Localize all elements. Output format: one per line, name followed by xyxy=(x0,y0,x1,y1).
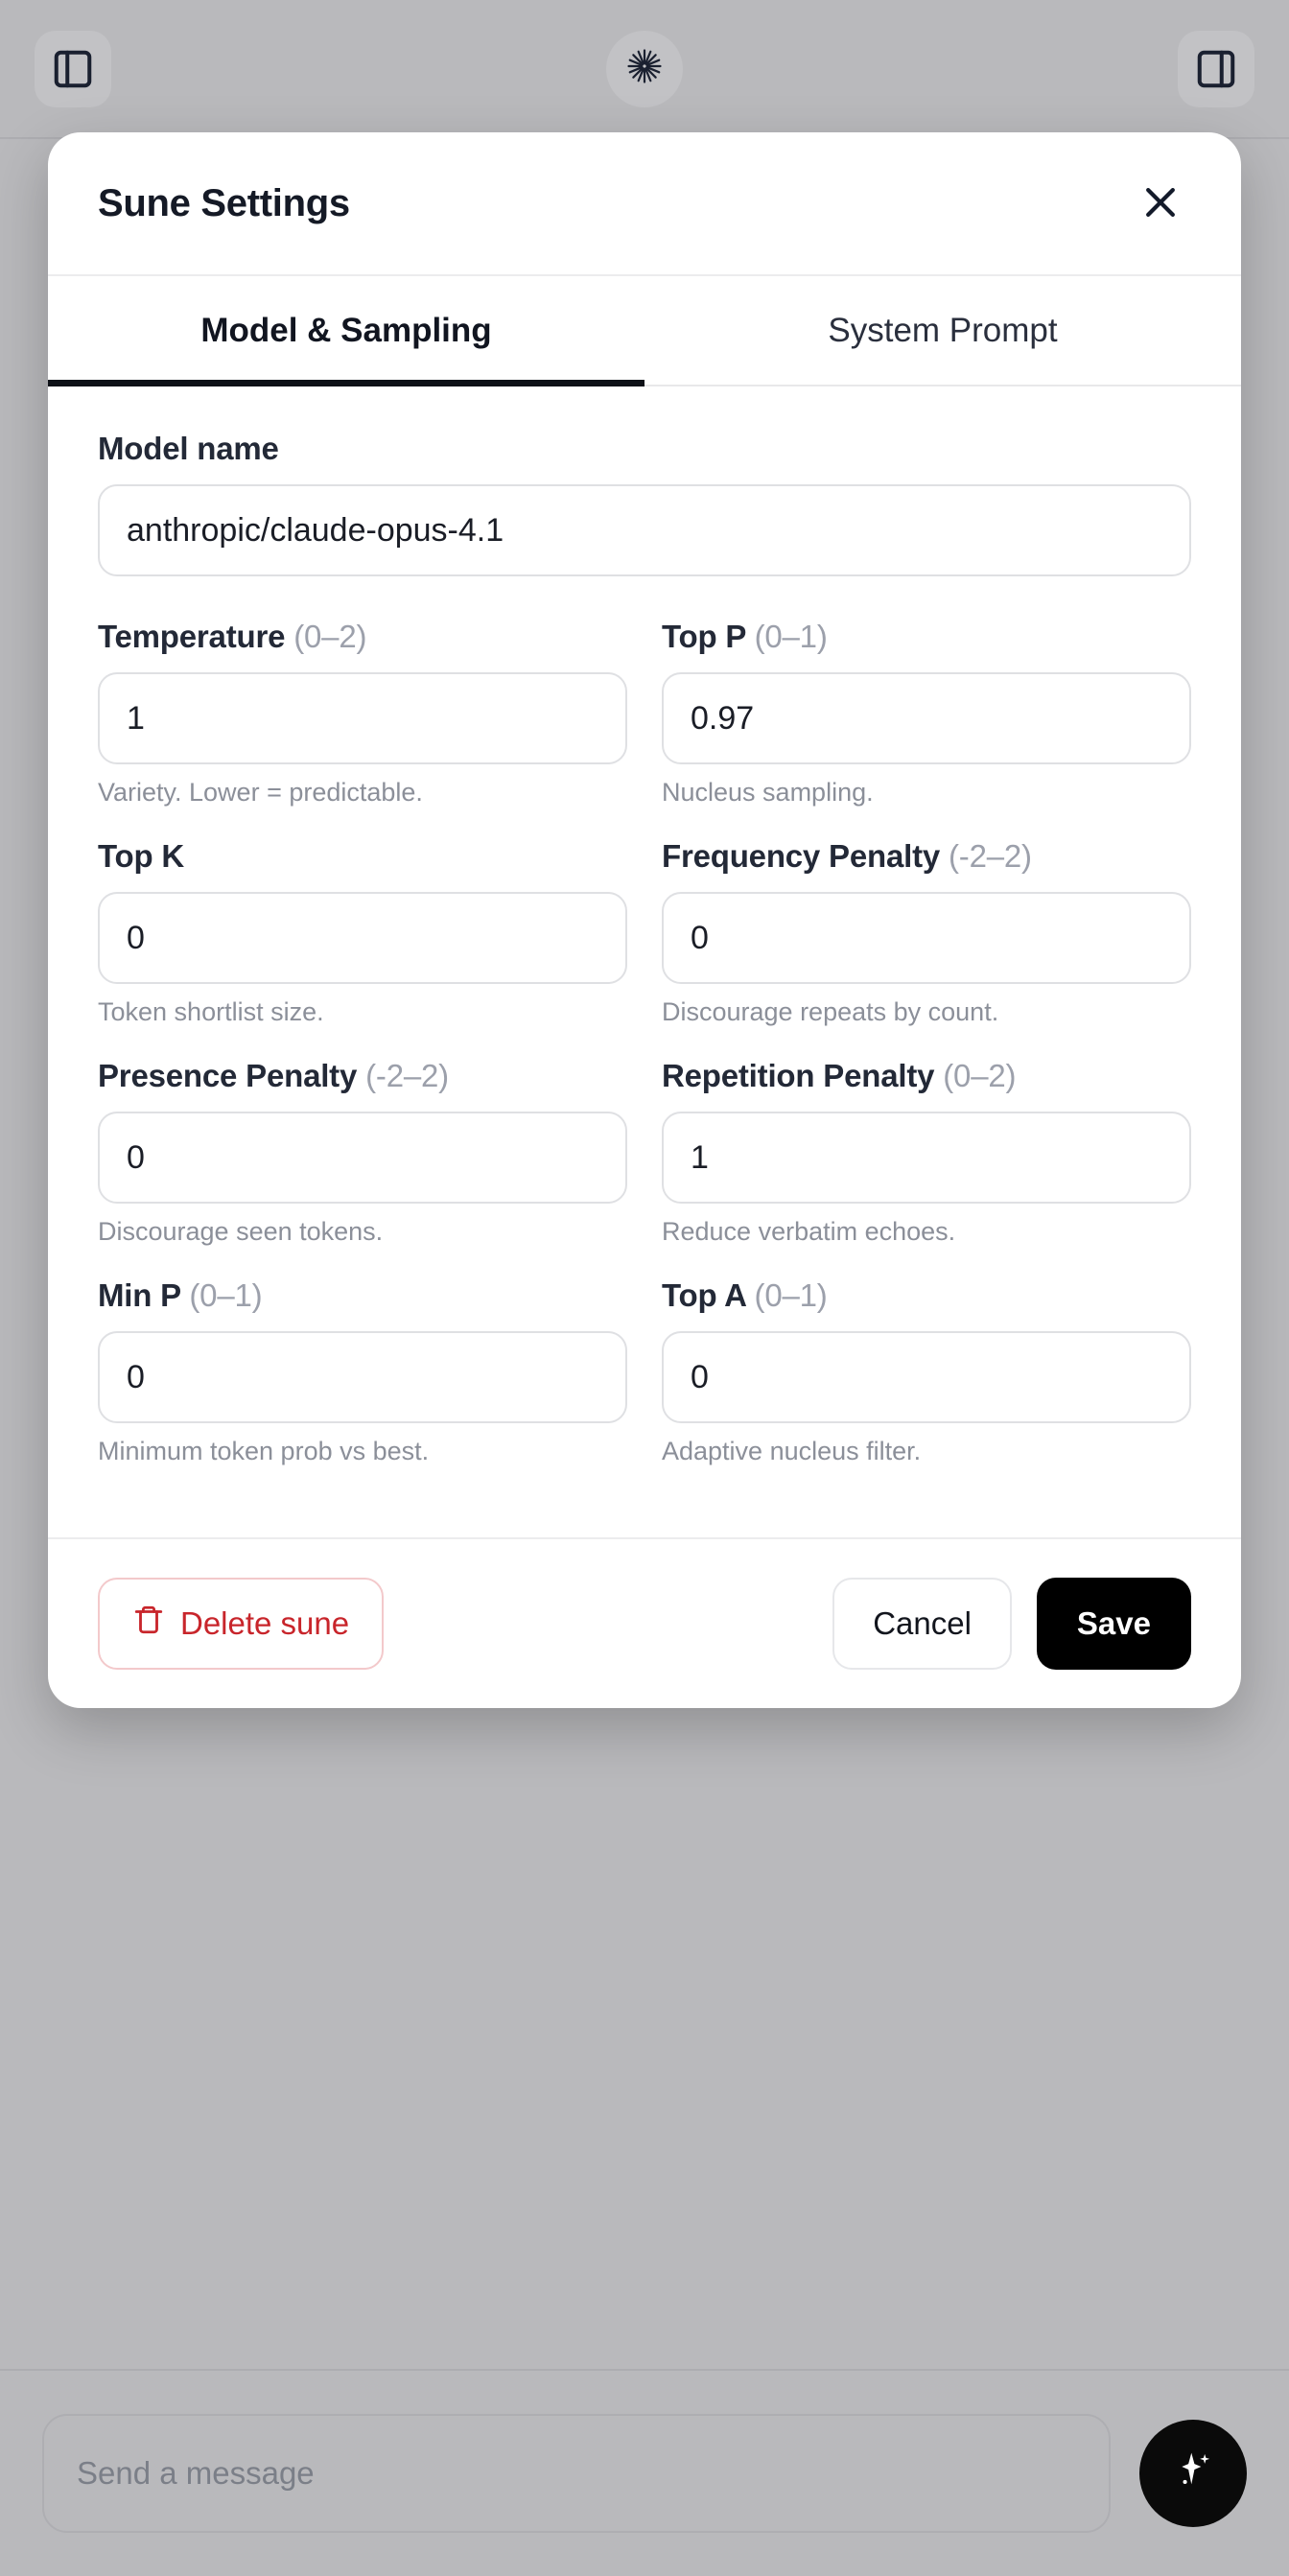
field-label: Top K xyxy=(98,838,627,875)
label-range: (-2–2) xyxy=(365,1058,449,1093)
message-input[interactable] xyxy=(42,2414,1111,2533)
field-label: Top A (0–1) xyxy=(662,1277,1191,1314)
field-hint: Reduce verbatim echoes. xyxy=(662,1217,956,1246)
tab-model-sampling[interactable]: Model & Sampling xyxy=(48,276,644,386)
field-label: Temperature (0–2) xyxy=(98,619,627,655)
modal-body: Model name Temperature (0–2) Variety. Lo… xyxy=(48,386,1241,1537)
field-hint: Token shortlist size. xyxy=(98,997,324,1026)
tab-system-prompt[interactable]: System Prompt xyxy=(644,276,1241,385)
modal-footer: Delete sune Cancel Save xyxy=(48,1537,1241,1708)
page-title: Sune Settings xyxy=(98,181,350,224)
model-name-input[interactable] xyxy=(98,484,1191,576)
field-top-k: Top K Token shortlist size. xyxy=(98,838,627,1027)
repetition-penalty-input[interactable] xyxy=(662,1112,1191,1204)
field-hint: Minimum token prob vs best. xyxy=(98,1437,430,1465)
field-row-temperature-topp: Temperature (0–2) Variety. Lower = predi… xyxy=(98,619,1191,808)
left-panel-icon xyxy=(51,47,95,91)
label-range: (0–2) xyxy=(293,619,367,654)
message-composer xyxy=(0,2369,1289,2576)
right-panel-icon xyxy=(1194,47,1238,91)
field-hint: Discourage repeats by count. xyxy=(662,997,999,1026)
field-top-p: Top P (0–1) Nucleus sampling. xyxy=(662,619,1191,808)
field-row-presence-repetition: Presence Penalty (-2–2) Discourage seen … xyxy=(98,1058,1191,1247)
modal-header: Sune Settings xyxy=(48,132,1241,276)
top-p-input[interactable] xyxy=(662,672,1191,764)
label-range: (0–1) xyxy=(754,1277,828,1313)
close-icon xyxy=(1139,181,1182,226)
model-name-field: Model name xyxy=(98,431,1191,576)
frequency-penalty-input[interactable] xyxy=(662,892,1191,984)
sparkle-icon xyxy=(1168,2447,1218,2500)
field-hint: Variety. Lower = predictable. xyxy=(98,778,423,807)
sunburst-status-button[interactable] xyxy=(606,30,683,107)
save-button[interactable]: Save xyxy=(1036,1578,1191,1670)
cancel-button[interactable]: Cancel xyxy=(832,1578,1012,1670)
field-label: Min P (0–1) xyxy=(98,1277,627,1314)
field-hint: Discourage seen tokens. xyxy=(98,1217,384,1246)
field-row-topk-frequency: Top K Token shortlist size. Frequency Pe… xyxy=(98,838,1191,1027)
min-p-input[interactable] xyxy=(98,1331,627,1423)
label-text: Min P xyxy=(98,1277,181,1313)
model-name-label: Model name xyxy=(98,431,279,466)
delete-sune-label: Delete sune xyxy=(180,1605,350,1641)
field-label: Presence Penalty (-2–2) xyxy=(98,1058,627,1094)
label-text: Top K xyxy=(98,838,185,874)
label-text: Temperature xyxy=(98,619,286,654)
field-frequency-penalty: Frequency Penalty (-2–2) Discourage repe… xyxy=(662,838,1191,1027)
right-panel-toggle-button[interactable] xyxy=(1178,30,1254,107)
top-k-input[interactable] xyxy=(98,892,627,984)
field-row-minp-topa: Min P (0–1) Minimum token prob vs best. … xyxy=(98,1277,1191,1466)
left-panel-toggle-button[interactable] xyxy=(35,30,111,107)
top-bar xyxy=(0,0,1289,139)
label-range: (-2–2) xyxy=(949,838,1032,874)
field-label: Top P (0–1) xyxy=(662,619,1191,655)
field-repetition-penalty: Repetition Penalty (0–2) Reduce verbatim… xyxy=(662,1058,1191,1247)
send-button[interactable] xyxy=(1139,2420,1247,2527)
trash-icon xyxy=(132,1604,165,1644)
label-text: Frequency Penalty xyxy=(662,838,941,874)
field-presence-penalty: Presence Penalty (-2–2) Discourage seen … xyxy=(98,1058,627,1247)
field-hint: Nucleus sampling. xyxy=(662,778,874,807)
field-label: Repetition Penalty (0–2) xyxy=(662,1058,1191,1094)
label-text: Presence Penalty xyxy=(98,1058,358,1093)
delete-sune-button[interactable]: Delete sune xyxy=(98,1578,385,1670)
footer-actions: Cancel Save xyxy=(832,1578,1191,1670)
label-range: (0–1) xyxy=(754,619,828,654)
field-min-p: Min P (0–1) Minimum token prob vs best. xyxy=(98,1277,627,1466)
label-range: (0–1) xyxy=(189,1277,263,1313)
presence-penalty-input[interactable] xyxy=(98,1112,627,1204)
field-temperature: Temperature (0–2) Variety. Lower = predi… xyxy=(98,619,627,808)
temperature-input[interactable] xyxy=(98,672,627,764)
top-a-input[interactable] xyxy=(662,1331,1191,1423)
close-button[interactable] xyxy=(1130,173,1191,234)
label-range: (0–2) xyxy=(943,1058,1017,1093)
settings-tabs: Model & Sampling System Prompt xyxy=(48,276,1241,386)
field-label: Frequency Penalty (-2–2) xyxy=(662,838,1191,875)
field-top-a: Top A (0–1) Adaptive nucleus filter. xyxy=(662,1277,1191,1466)
label-text: Top A xyxy=(662,1277,746,1313)
sunburst-icon xyxy=(623,45,666,92)
label-text: Top P xyxy=(662,619,746,654)
label-text: Repetition Penalty xyxy=(662,1058,935,1093)
field-hint: Adaptive nucleus filter. xyxy=(662,1437,922,1465)
sune-settings-modal: Sune Settings Model & Sampling System Pr… xyxy=(48,132,1241,1708)
